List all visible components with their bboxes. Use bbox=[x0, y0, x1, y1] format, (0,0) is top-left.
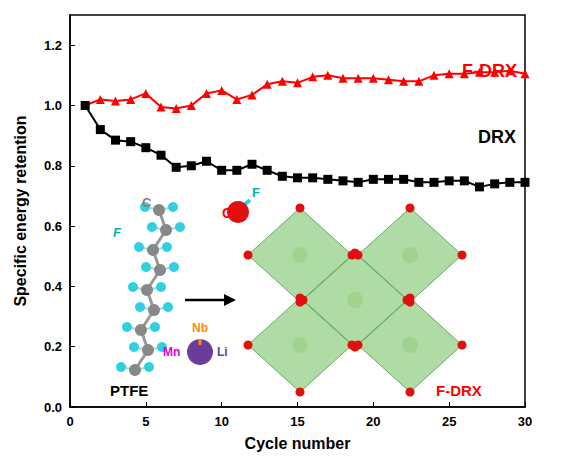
svg-text:F: F bbox=[113, 225, 122, 240]
svg-text:Cycle number: Cycle number bbox=[245, 435, 351, 452]
svg-text:20: 20 bbox=[366, 414, 380, 429]
svg-text:F-DRX: F-DRX bbox=[462, 61, 517, 81]
svg-text:Specific energy retention: Specific energy retention bbox=[12, 115, 29, 306]
svg-text:0.8: 0.8 bbox=[44, 158, 62, 173]
svg-text:0.4: 0.4 bbox=[44, 279, 63, 294]
svg-text:1.2: 1.2 bbox=[44, 38, 62, 53]
svg-text:DRX: DRX bbox=[478, 127, 516, 147]
svg-text:0.0: 0.0 bbox=[44, 400, 62, 415]
svg-text:0.6: 0.6 bbox=[44, 219, 62, 234]
svg-text:F: F bbox=[252, 185, 260, 200]
svg-text:15: 15 bbox=[290, 414, 304, 429]
svg-text:C: C bbox=[142, 195, 152, 210]
svg-text:Li: Li bbox=[217, 345, 228, 359]
svg-text:0.2: 0.2 bbox=[44, 339, 62, 354]
svg-text:5: 5 bbox=[142, 414, 149, 429]
svg-text:Nb: Nb bbox=[192, 321, 208, 335]
svg-text:1.0: 1.0 bbox=[44, 98, 62, 113]
svg-text:O: O bbox=[222, 205, 233, 221]
svg-text:10: 10 bbox=[214, 414, 228, 429]
svg-text:PTFE: PTFE bbox=[110, 382, 148, 399]
svg-text:F-DRX: F-DRX bbox=[436, 382, 482, 399]
svg-text:30: 30 bbox=[518, 414, 532, 429]
svg-text:Mn: Mn bbox=[163, 345, 180, 359]
svg-text:0: 0 bbox=[66, 414, 73, 429]
svg-text:25: 25 bbox=[442, 414, 456, 429]
